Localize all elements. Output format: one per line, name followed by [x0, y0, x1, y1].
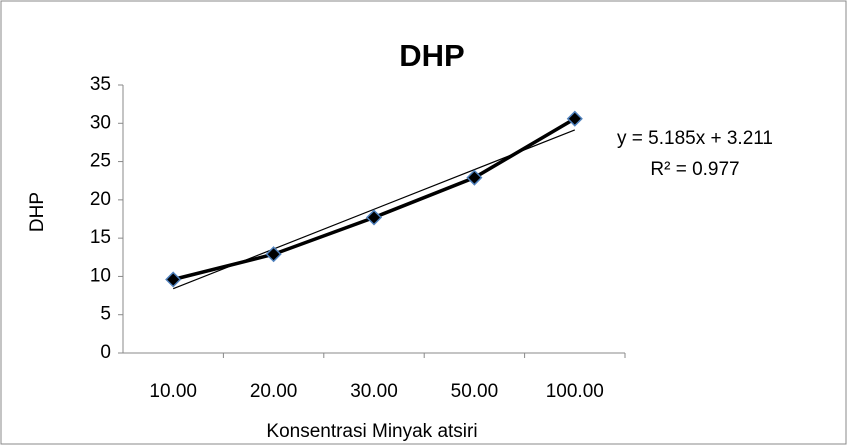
y-tick-label: 35	[90, 74, 111, 95]
chart-title: DHP	[399, 38, 464, 73]
x-tick-label: 100.00	[546, 381, 604, 402]
y-tick-label: 10	[90, 265, 111, 286]
x-tick-label: 50.00	[451, 381, 499, 402]
x-tick-label: 20.00	[250, 381, 298, 402]
chart: DHP DHP Konsentrasi Minyak atsiri y = 5.…	[0, 0, 847, 445]
y-tick-label: 30	[90, 112, 111, 133]
y-tick-label: 0	[100, 342, 111, 363]
x-tick-label: 30.00	[350, 381, 398, 402]
y-tick-label: 15	[90, 227, 111, 248]
y-axis-label: DHP	[27, 192, 48, 232]
trend-equation: y = 5.185x + 3.211	[617, 128, 773, 149]
x-tick-label: 10.00	[149, 381, 197, 402]
x-axis-label: Konsentrasi Minyak atsiri	[266, 421, 477, 442]
y-tick-label: 20	[90, 189, 111, 210]
trend-r-squared: R² = 0.977	[650, 159, 739, 180]
y-tick-label: 25	[90, 151, 111, 172]
y-tick-label: 5	[100, 304, 111, 325]
